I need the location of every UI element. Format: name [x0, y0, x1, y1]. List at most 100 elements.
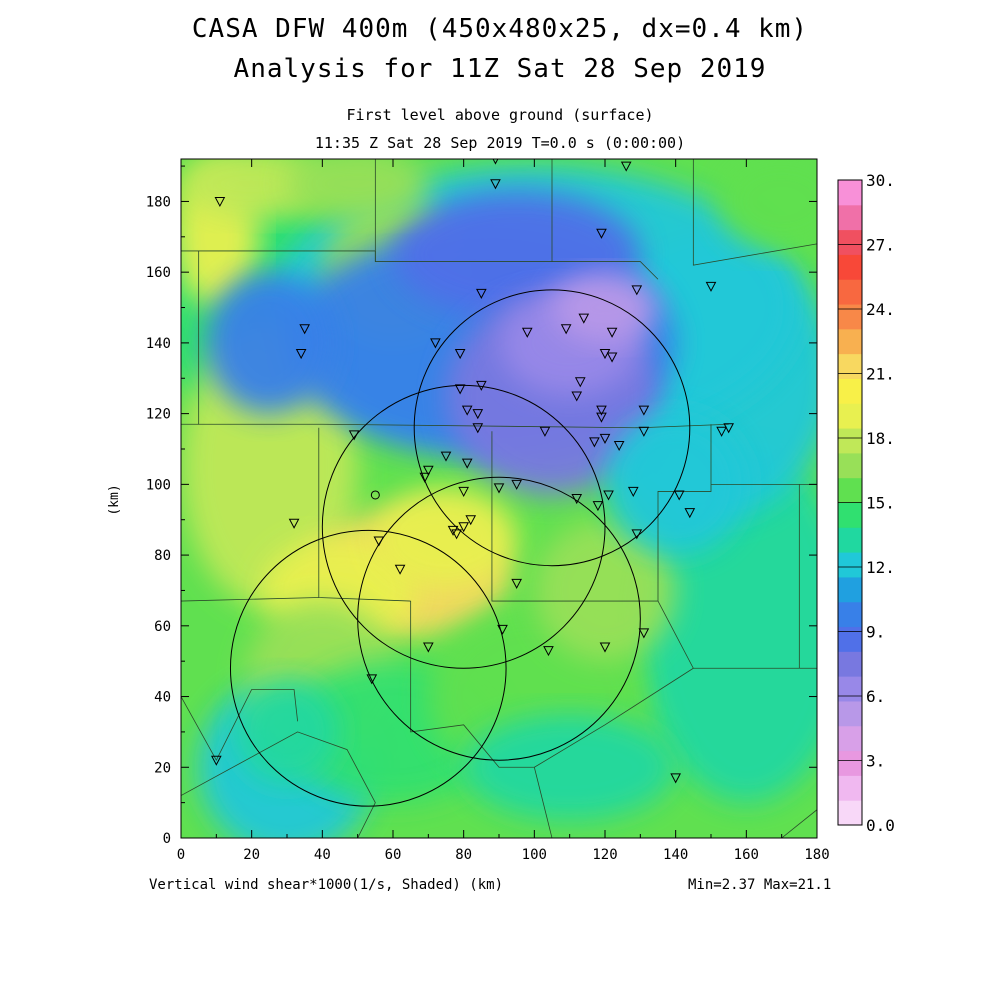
x-tick-label-5: 100 — [522, 847, 547, 863]
site-marker-45 — [603, 490, 614, 501]
colorbar-swatch-16 — [838, 403, 862, 429]
county-line-18 — [181, 731, 376, 838]
x-tick-label-7: 140 — [663, 847, 688, 863]
site-marker-28 — [472, 423, 484, 434]
county-line-10 — [410, 601, 535, 768]
site-marker-59 — [638, 628, 650, 639]
colorbar-swatch-25 — [838, 180, 862, 206]
site-marker-55 — [631, 529, 643, 540]
level-subtitle: First level above ground (surface) — [346, 106, 654, 124]
site-marker-31 — [599, 433, 611, 444]
field-patch-10 — [205, 272, 333, 414]
site-marker-4 — [596, 228, 607, 239]
x-tick-label-0: 0 — [177, 847, 185, 863]
site-marker-8 — [299, 324, 310, 335]
y-tick-label-8: 160 — [146, 265, 171, 281]
site-marker-51 — [458, 522, 469, 533]
site-marker-20 — [454, 384, 466, 395]
y-tick-label-3: 60 — [154, 619, 171, 635]
colorbar-label-0: 0.0 — [866, 816, 895, 835]
site-marker-38 — [423, 465, 434, 476]
site-marker-53 — [451, 529, 462, 540]
colorbar-label-8: 24. — [866, 300, 895, 319]
county-line-9 — [181, 597, 319, 602]
site-marker-52 — [447, 525, 459, 536]
site-marker-7 — [476, 288, 487, 299]
colorbar-swatch-1 — [838, 775, 862, 801]
colorbar-swatch-7 — [838, 626, 862, 652]
site-marker-34 — [716, 426, 727, 437]
site-marker-26 — [638, 405, 650, 416]
x-tick-label-9: 180 — [804, 847, 829, 863]
site-marker-5 — [705, 281, 717, 292]
site-marker-19 — [571, 391, 583, 402]
site-marker-13 — [560, 324, 572, 335]
colorbar-swatch-8 — [838, 601, 862, 628]
y-tick-label-4: 80 — [154, 548, 171, 564]
field-patch-25 — [181, 159, 323, 220]
colorbar-swatch-2 — [838, 750, 862, 776]
colorbar-swatch-10 — [838, 552, 862, 578]
site-marker-60 — [423, 642, 434, 653]
y-tick-label-5: 100 — [146, 477, 171, 493]
site-marker-15 — [606, 327, 618, 338]
observation-sites — [211, 159, 734, 784]
colorbar-swatch-0 — [838, 800, 862, 826]
county-line-17 — [181, 689, 298, 762]
colorbar-swatch-19 — [838, 328, 862, 355]
colorbar-swatch-5 — [838, 676, 862, 702]
site-marker-35 — [723, 423, 734, 434]
y-axis: 0 20 40 60 80 100 120 140 160 180 — [146, 165, 817, 847]
site-marker-36 — [440, 451, 452, 462]
site-marker-32 — [613, 440, 625, 452]
county-line-7 — [692, 159, 817, 266]
county-line-0 — [198, 250, 729, 429]
site-marker-21 — [476, 380, 487, 391]
colorbar-label-4: 12. — [866, 558, 895, 577]
colorbar-swatch-24 — [838, 204, 862, 231]
colorbar-swatch-18 — [838, 353, 862, 379]
site-marker-14 — [578, 313, 590, 324]
footer-field-label: Vertical wind shear*1000(1/s, Shaded) (k… — [149, 877, 504, 893]
site-marker-62 — [599, 642, 611, 653]
county-line-16 — [534, 667, 694, 768]
county-line-19 — [533, 767, 553, 838]
x-tick-label-3: 60 — [385, 847, 402, 863]
site-marker-27 — [348, 430, 360, 441]
site-marker-17 — [606, 352, 618, 363]
site-marker-47 — [673, 490, 685, 501]
colorbar-label-6: 18. — [866, 429, 895, 448]
site-marker-18 — [574, 377, 586, 388]
site-marker-circle — [370, 490, 380, 500]
map-title-line1: CASA DFW 400m (450x480x25, dx=0.4 km) — [191, 14, 809, 44]
colorbar-label-3: 9. — [866, 623, 885, 642]
site-marker-42 — [511, 479, 522, 490]
colorbar-swatch-22 — [838, 254, 862, 280]
field-patch-23 — [463, 714, 676, 821]
colorbar-swatch-6 — [838, 651, 862, 677]
county-line-11 — [491, 431, 658, 602]
colorbar-swatch-20 — [838, 304, 862, 330]
site-marker-16 — [599, 349, 611, 360]
colorbar-swatch-4 — [838, 700, 862, 727]
colorbar-swatch-14 — [838, 452, 862, 479]
y-tick-label-2: 40 — [154, 690, 171, 706]
colorbar-swatch-13 — [838, 477, 862, 503]
site-marker-57 — [511, 578, 522, 589]
site-marker-23 — [472, 409, 484, 420]
site-marker-64 — [211, 755, 222, 766]
shaded-field — [181, 159, 817, 838]
site-marker-58 — [497, 624, 508, 635]
radar-ring-2 — [413, 289, 691, 567]
site-marker-0 — [214, 196, 226, 208]
x-tick-label-2: 40 — [314, 847, 331, 863]
colorbar-label-10: 30. — [866, 171, 895, 190]
site-marker-30 — [589, 437, 600, 448]
site-marker-39 — [419, 472, 431, 483]
field-patch-17 — [375, 487, 517, 587]
colorbar-swatch-9 — [838, 576, 862, 603]
y-tick-label-9: 180 — [146, 194, 171, 210]
site-marker-25 — [596, 412, 607, 423]
footer-min-max: Min=2.37 Max=21.1 — [688, 877, 832, 893]
colorbar-swatch-3 — [838, 725, 862, 752]
